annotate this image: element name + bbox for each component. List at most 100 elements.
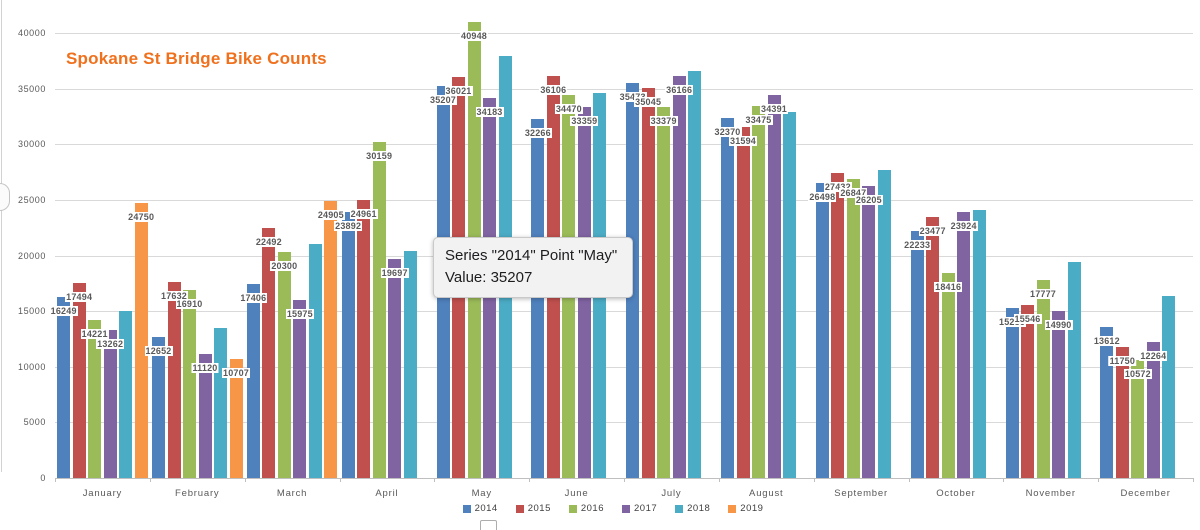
- bar-2016-february[interactable]: [183, 289, 196, 478]
- bar-2014-march[interactable]: [246, 284, 260, 478]
- x-axis-label-december: December: [1120, 488, 1171, 499]
- data-label-2014-february: 12652: [144, 346, 173, 357]
- bar-2018-december[interactable]: [1162, 295, 1176, 478]
- bar-2016-january[interactable]: [88, 319, 102, 478]
- bar-2018-february[interactable]: [214, 327, 227, 478]
- data-label-2014-april: 23892: [334, 221, 363, 232]
- bar-2015-july[interactable]: [641, 88, 655, 478]
- bar-2014-november[interactable]: [1005, 307, 1019, 478]
- x-axis-tick: [149, 478, 151, 482]
- bar-2015-september[interactable]: [831, 172, 845, 478]
- tooltip-value-line: Value: 35207: [445, 269, 533, 286]
- gridline-30000: [55, 144, 1193, 146]
- y-axis-label-25000: 25000: [17, 194, 46, 205]
- cutoff-ui-element[interactable]: [480, 520, 497, 530]
- bar-2017-september[interactable]: [862, 186, 876, 478]
- bar-2017-august[interactable]: [767, 95, 781, 478]
- data-label-2014-july: 35473: [618, 92, 647, 103]
- bar-2014-august[interactable]: [721, 117, 734, 478]
- chart-title: Spokane St Bridge Bike Counts: [66, 49, 327, 68]
- bar-2015-october[interactable]: [926, 216, 940, 478]
- bar-2015-november[interactable]: [1021, 305, 1034, 478]
- bar-2014-january[interactable]: [57, 297, 71, 478]
- bar-2016-august[interactable]: [752, 105, 765, 478]
- bar-2017-july[interactable]: [672, 75, 686, 478]
- bar-2018-january[interactable]: [119, 311, 133, 478]
- bar-2018-september[interactable]: [877, 169, 891, 478]
- bar-2016-september[interactable]: [846, 179, 860, 478]
- bar-2018-august[interactable]: [783, 111, 796, 478]
- bar-2018-october[interactable]: [972, 209, 986, 478]
- bar-2017-january[interactable]: [103, 330, 117, 478]
- bar-2015-april[interactable]: [357, 200, 371, 478]
- gridline-35000: [55, 88, 1193, 90]
- bar-2018-march[interactable]: [308, 244, 322, 478]
- legend-item-2015[interactable]: 2015: [515, 503, 551, 514]
- bar-2016-july[interactable]: [657, 106, 671, 478]
- bar-2014-june[interactable]: [531, 119, 545, 478]
- gridline-15000: [55, 311, 1193, 313]
- bar-2014-december[interactable]: [1100, 326, 1114, 478]
- data-label-2015-august: 31594: [728, 135, 758, 146]
- data-label-2017-june: 33359: [570, 115, 599, 126]
- data-label-2015-october: 23477: [918, 225, 947, 236]
- x-axis-tick: [908, 478, 910, 482]
- bar-2014-february[interactable]: [152, 337, 165, 478]
- legend-item-2014[interactable]: 2014: [462, 503, 498, 514]
- bar-2017-november[interactable]: [1052, 311, 1065, 478]
- bar-2019-january[interactable]: [134, 202, 148, 478]
- bar-2016-april[interactable]: [372, 142, 386, 478]
- bar-2015-august[interactable]: [736, 126, 750, 478]
- data-label-2016-february: 16910: [175, 298, 204, 309]
- legend-swatch-2014: [462, 504, 471, 513]
- y-axis-label-10000: 10000: [17, 361, 46, 372]
- x-axis-label-september: September: [834, 488, 888, 499]
- bar-2016-march[interactable]: [277, 252, 291, 478]
- gridline-5000: [55, 422, 1193, 424]
- legend-item-2016[interactable]: 2016: [568, 503, 604, 514]
- legend-item-2019[interactable]: 2019: [728, 503, 763, 514]
- data-label-2014-october: 22233: [903, 239, 932, 250]
- bar-2016-december[interactable]: [1131, 360, 1145, 478]
- x-axis-label-february: February: [175, 488, 220, 499]
- bar-2019-march[interactable]: [324, 200, 338, 478]
- data-label-2017-october: 23924: [949, 220, 978, 231]
- bar-2018-july[interactable]: [688, 70, 702, 478]
- x-axis-label-may: May: [471, 488, 492, 499]
- x-axis-tick: [339, 478, 341, 482]
- y-axis-label-30000: 30000: [17, 139, 46, 150]
- x-axis-tick: [813, 478, 815, 482]
- bar-2017-december[interactable]: [1146, 341, 1160, 478]
- bar-2018-april[interactable]: [403, 251, 417, 478]
- x-axis-label-july: July: [661, 488, 682, 499]
- bar-2014-april[interactable]: [341, 212, 355, 478]
- data-label-2015-december: 11750: [1108, 356, 1137, 367]
- bar-2017-march[interactable]: [293, 300, 307, 478]
- y-axis-label-0: 0: [40, 473, 46, 483]
- bar-2014-september[interactable]: [815, 183, 829, 478]
- legend-item-2018[interactable]: 2018: [675, 503, 710, 514]
- tooltip-series-line: Series "2014" Point "May": [445, 247, 618, 264]
- bar-2015-march[interactable]: [262, 227, 276, 478]
- data-label-2017-may: 34183: [475, 106, 504, 117]
- data-point-tooltip: Series "2014" Point "May" Value: 35207: [433, 237, 634, 298]
- bar-2019-february[interactable]: [229, 358, 243, 478]
- bar-2014-october[interactable]: [910, 230, 924, 478]
- gridline-40000: [55, 33, 1193, 34]
- bar-2015-december[interactable]: [1115, 347, 1129, 478]
- bar-2015-february[interactable]: [167, 281, 181, 478]
- bar-2017-april[interactable]: [388, 258, 402, 478]
- legend-swatch-2015: [515, 504, 524, 513]
- bar-2017-february[interactable]: [198, 354, 212, 478]
- bar-2016-november[interactable]: [1036, 280, 1050, 478]
- bar-2016-october[interactable]: [941, 273, 955, 478]
- bar-2017-october[interactable]: [957, 211, 971, 478]
- data-label-2016-august: 33475: [744, 114, 773, 125]
- bar-2018-november[interactable]: [1067, 262, 1081, 478]
- data-label-2015-july: 35045: [634, 97, 663, 108]
- legend-item-2017[interactable]: 2017: [622, 503, 657, 514]
- x-axis-tick: [624, 478, 625, 482]
- data-label-2015-february: 17632: [159, 290, 189, 301]
- gridline-10000: [55, 366, 1193, 368]
- x-axis-label-november: November: [1025, 488, 1076, 499]
